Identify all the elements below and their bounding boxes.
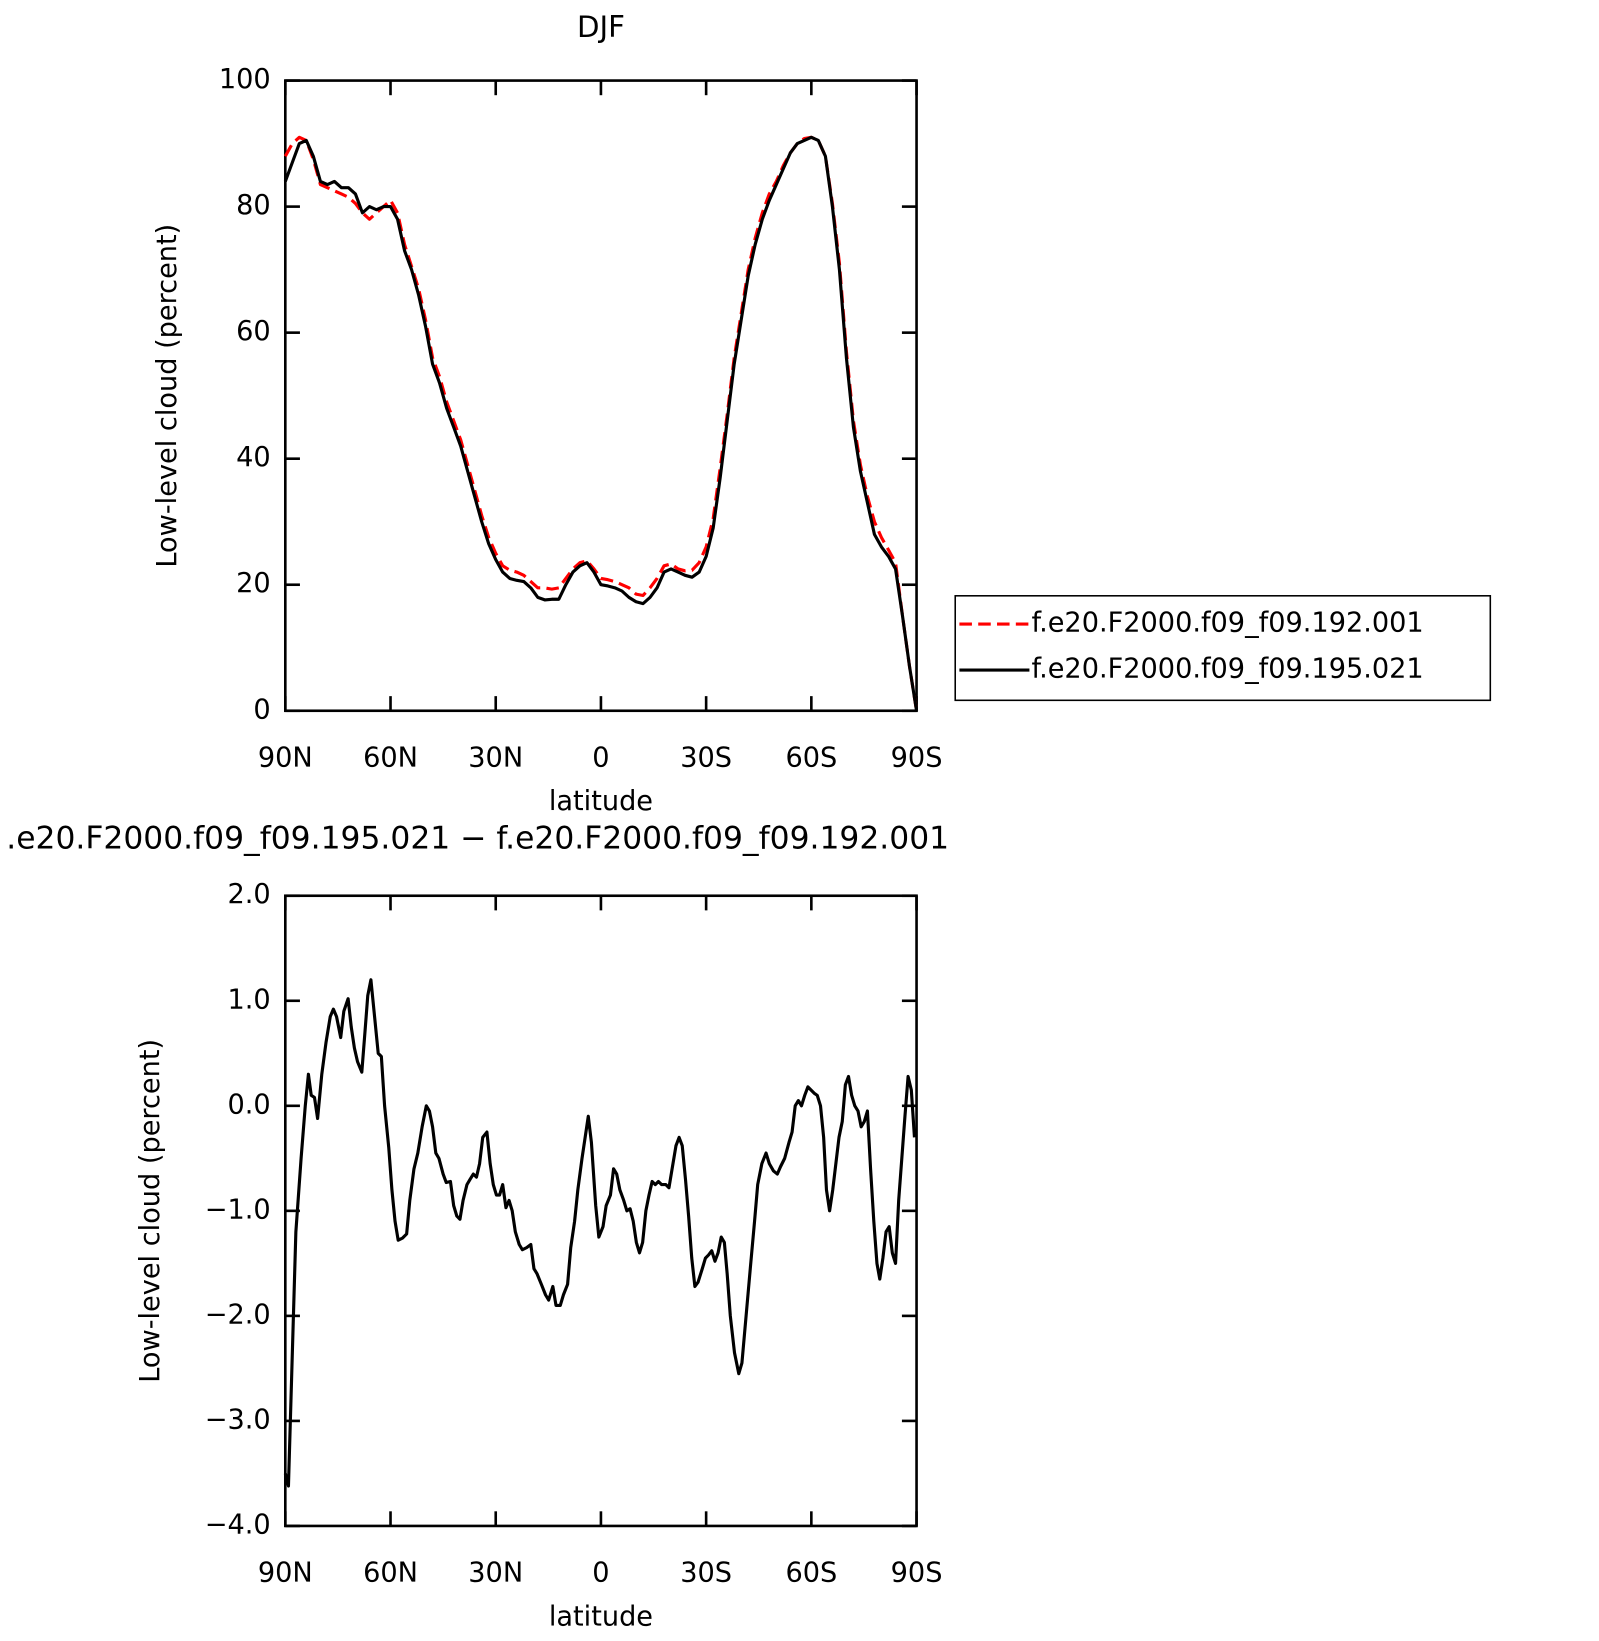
data-line (283, 978, 917, 1488)
x-tick-label: 0 (592, 1558, 609, 1589)
y-tick-label: 60 (236, 316, 271, 347)
x-tick-label: 30S (680, 1558, 732, 1589)
y-tick-label: 100 (219, 64, 271, 95)
y-tick-label: 80 (236, 190, 271, 221)
x-axis-label: latitude (549, 1601, 653, 1632)
y-tick-label: −4.0 (205, 1509, 271, 1540)
y-axis-label: Low-level cloud (percent) (135, 1039, 166, 1383)
chart-title: DJF (577, 10, 625, 44)
x-tick-label: 60N (363, 742, 418, 773)
data-line (283, 135, 919, 712)
plot-frame (284, 894, 918, 1528)
x-tick-label: 30N (468, 1558, 523, 1589)
x-tick-label: 0 (592, 742, 609, 773)
legend-label: f.e20.F2000.f09_f09.195.021 (1032, 654, 1424, 685)
y-tick-label: 2.0 (227, 879, 270, 910)
y-tick-label: −3.0 (205, 1404, 271, 1435)
y-tick-label: 40 (236, 442, 271, 473)
x-tick-label: 90N (258, 742, 313, 773)
plot-frame (284, 79, 918, 713)
y-tick-label: 1.0 (227, 984, 270, 1015)
y-tick-label: −1.0 (205, 1194, 271, 1225)
chart-title: .e20.F2000.f09_f09.195.021 − f.e20.F2000… (6, 820, 949, 856)
legend-label: f.e20.F2000.f09_f09.192.001 (1032, 608, 1424, 639)
x-tick-label: 30S (680, 742, 732, 773)
x-tick-label: 90S (891, 742, 943, 773)
x-axis-label: latitude (549, 786, 653, 817)
x-tick-label: 60S (785, 1558, 837, 1589)
x-tick-label: 90N (258, 1558, 313, 1589)
x-tick-label: 60N (363, 1558, 418, 1589)
y-axis-label: Low-level cloud (percent) (152, 224, 183, 568)
y-tick-label: 0.0 (227, 1089, 270, 1120)
x-tick-label: 90S (891, 1558, 943, 1589)
x-tick-label: 30N (468, 742, 523, 773)
y-tick-label: 20 (236, 568, 271, 599)
data-line (283, 135, 919, 712)
y-tick-label: −2.0 (205, 1299, 271, 1330)
x-tick-label: 60S (785, 742, 837, 773)
legend-box (954, 595, 1492, 702)
y-tick-label: 0 (253, 694, 270, 725)
